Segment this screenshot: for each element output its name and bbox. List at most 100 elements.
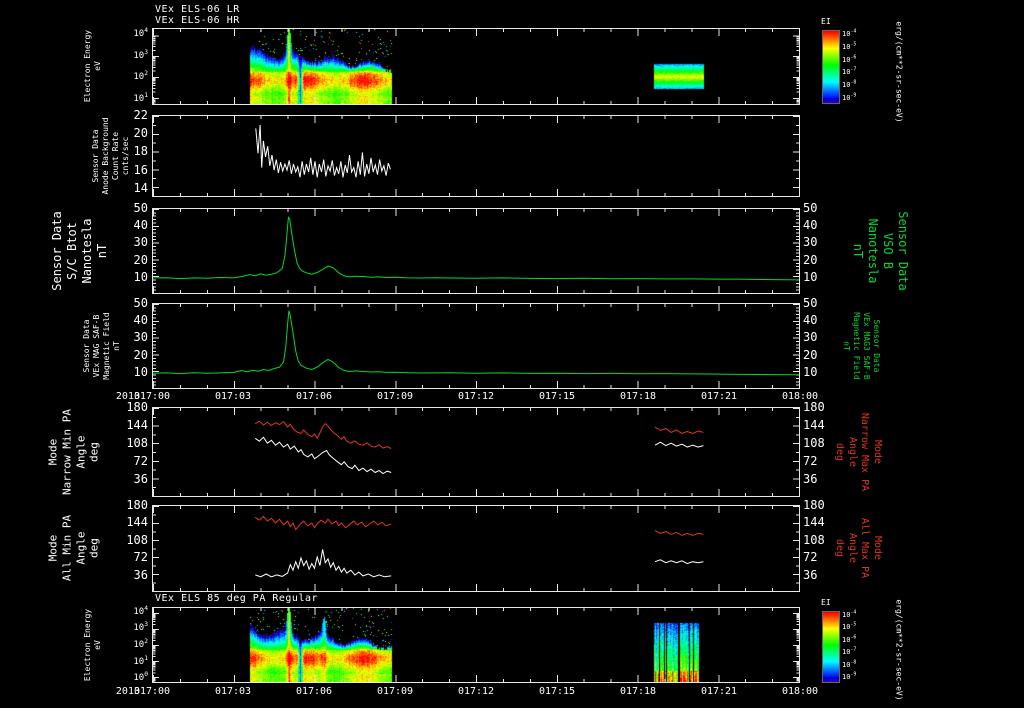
right-label-vso-b: Sensor Data VSO B Nanotesla nT <box>850 211 910 290</box>
all-pitch-angle-axes <box>153 506 799 591</box>
time-tick-label: 017:03 <box>214 686 252 697</box>
y-tick-label: 102 <box>133 70 148 83</box>
els-85deg-spectrogram-axes <box>153 608 799 682</box>
els-top-spectrogram-image <box>153 29 799 104</box>
y-tick-label: 16 <box>133 162 148 177</box>
vex-mag-saf-b-axes <box>153 304 799 388</box>
ytick-labels-left: 50 40 30 20 10 <box>102 297 148 389</box>
ylabel-line: Sensor Data <box>50 211 64 291</box>
y-tick-label: 180 <box>126 400 148 414</box>
colorbar-tick-label: 10-6 <box>842 54 857 64</box>
y-tick-label: 180 <box>126 498 148 512</box>
y-tick-label: 10 <box>803 364 818 379</box>
y-tick-label: 108 <box>126 436 148 450</box>
y-tick-label: 40 <box>803 313 818 328</box>
y-tick-label: 72 <box>803 550 818 565</box>
narrow-max-pa-line <box>255 420 392 450</box>
y-tick-label: 101 <box>133 654 148 667</box>
y-tick-label: 101 <box>133 91 148 104</box>
sc-btot-plot <box>152 208 800 294</box>
colorbar-title-top: EI <box>821 17 831 26</box>
ytick-labels-left: 104 103 102 101 <box>102 28 148 105</box>
y-tick-label: 103 <box>133 621 148 634</box>
panel-title-els-lr: VEx ELS-06 LR <box>155 4 240 15</box>
y-tick-label: 108 <box>126 532 148 547</box>
ylabel-line: Angle <box>74 435 87 469</box>
ytick-labels-right: 180 144 108 72 36 <box>803 401 845 497</box>
y-tick-label: 40 <box>133 313 148 328</box>
flux-unit-label-top: erg/(cm**2-sr-sec-eV) <box>894 21 904 123</box>
ylabel-line: Nanotesla <box>80 218 94 284</box>
ylabel-line: Electron Energy <box>83 29 92 103</box>
y-tick-label: 50 <box>803 201 818 215</box>
y-tick-label: 40 <box>803 218 818 233</box>
ylabel-all-min-pa: Mode All Min PA Angle deg <box>47 515 102 581</box>
y-tick-label: 18 <box>133 144 148 159</box>
y-tick-label: 72 <box>133 550 148 565</box>
year-label: 2013 <box>115 391 140 402</box>
els-85deg-spectrogram-image <box>153 608 799 682</box>
time-tick-label: 017:21 <box>700 391 738 402</box>
ylabel-narrow-min-pa: Mode Narrow Min PA Angle deg <box>47 409 102 495</box>
y-tick-label: 144 <box>803 515 825 530</box>
y-tick-label: 20 <box>803 347 818 362</box>
colorbar-tick-label: 10-9 <box>842 92 857 102</box>
colorbar-tick-label: 10-4 <box>842 28 857 38</box>
ylabel-line: deg <box>87 538 101 558</box>
y-tick-label: 144 <box>803 418 825 432</box>
colorbar-tick-label: 10-5 <box>842 41 857 51</box>
right-label-line: VSO B <box>881 232 895 270</box>
y-tick-label: 20 <box>133 252 148 267</box>
y-tick-label: 36 <box>133 472 148 486</box>
y-tick-label: 50 <box>803 296 818 310</box>
y-tick-label: 10 <box>133 364 148 379</box>
narrow-min-pa-line <box>255 436 392 475</box>
y-tick-label: 30 <box>133 235 148 250</box>
time-tick-label: 017:06 <box>295 391 333 402</box>
ylabel-line: Sensor Data <box>91 129 100 183</box>
time-tick-label: 018:00 <box>781 686 819 697</box>
time-tick-label: 017:18 <box>619 686 657 697</box>
ylabel-line: Sensor Data <box>82 319 91 373</box>
y-tick-label: 108 <box>803 532 825 547</box>
anode-background-count-rate-axes <box>153 116 799 196</box>
time-tick-label: 018:00 <box>781 391 819 402</box>
ylabel-line: Mode <box>46 438 60 466</box>
vex-mag-plot <box>152 303 800 389</box>
all-min-pa-line <box>654 559 704 565</box>
colorbar-gradient <box>823 31 839 103</box>
colorbar-tick-label: 10-4 <box>842 609 857 619</box>
all-min-pa-line <box>255 549 392 578</box>
right-label-line: All Max PA <box>859 517 871 579</box>
colorbar-tick-label: 10-7 <box>842 67 857 77</box>
right-label-line: nT <box>851 243 865 259</box>
time-tick-label: 017:15 <box>538 391 576 402</box>
right-label-line: Mode <box>872 535 883 561</box>
right-label-line: Angle <box>847 532 858 564</box>
colorbar-bottom <box>822 611 840 683</box>
ylabel-electron-energy-bottom: Electron Energy eV <box>83 609 103 681</box>
ylabel-line: Mode <box>46 534 60 562</box>
ytick-labels-right: 180 144 108 72 36 <box>803 499 845 592</box>
right-label-line: Magnetic Field <box>852 312 861 380</box>
y-tick-label: 100 <box>133 671 148 684</box>
colorbar-title-bottom: EI <box>821 598 831 607</box>
time-tick-label: 017:03 <box>214 391 252 402</box>
time-tick-label: 017:18 <box>619 391 657 402</box>
ylabel-line: deg <box>87 442 101 462</box>
els-top-spectrogram-plot <box>152 28 800 105</box>
y-tick-label: 20 <box>803 252 818 267</box>
mag-b-line <box>153 310 799 376</box>
ylabel-electron-energy-top: Electron Energy eV <box>83 30 103 102</box>
time-tick-label: 017:12 <box>457 391 495 402</box>
y-tick-label: 72 <box>803 454 818 468</box>
panel-title-els-85deg: VEx ELS 85 deg PA Regular <box>155 593 319 604</box>
colorbar-tick-label: 10-5 <box>842 622 857 632</box>
ylabel-line: Narrow Min PA <box>60 408 74 496</box>
y-tick-label: 36 <box>133 567 148 582</box>
y-tick-label: 40 <box>133 218 148 233</box>
time-tick-label: 017:09 <box>376 686 414 697</box>
colorbar-ticks-bottom: 10-4 10-5 10-6 10-7 10-8 10-9 <box>842 609 872 681</box>
ylabel-line: VEx MAG SAF-B <box>92 314 101 378</box>
